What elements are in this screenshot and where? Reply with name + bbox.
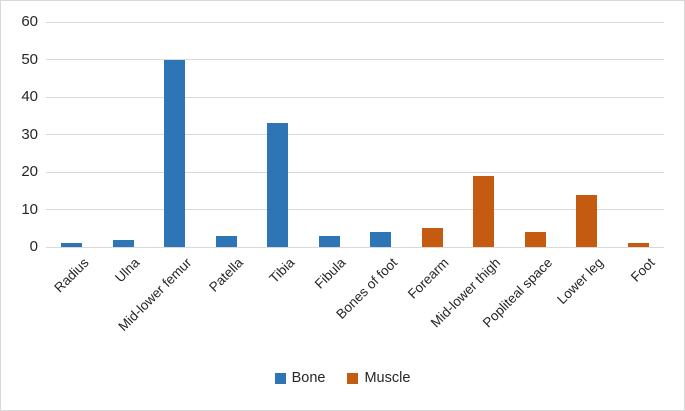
legend-item-bone: Bone [274,370,326,386]
gridline-y40 [46,96,664,98]
legend-swatch-icon [347,372,359,384]
y-tick-label-60: 60 [21,13,38,30]
bar-muscle-forearm [421,228,443,247]
plot-area [46,21,664,248]
gridline-y20 [46,171,664,173]
bar-muscle-lower-leg [576,194,598,247]
bar-muscle-mid-lower-thigh [473,175,495,247]
legend-item-muscle: Muscle [347,370,410,386]
x-category-label-tibia: Tibia [266,255,298,286]
bar-bone-patella [215,235,237,247]
bar-muscle-foot [627,243,649,247]
bar-muscle-popliteal-space [524,232,546,247]
gridline-y50 [46,59,664,60]
y-tick-label-20: 20 [21,163,38,180]
y-tick-label-10: 10 [21,200,38,218]
x-category-label-foot: Foot [628,255,658,285]
x-category-label-lower-leg: Lower leg [554,255,607,308]
y-tick-label-50: 50 [21,50,38,68]
x-category-label-ulna: Ulna [112,255,143,286]
bar-bone-ulna [112,239,134,247]
legend-label: Bone [291,370,326,386]
x-category-label-patella: Patella [206,255,246,295]
bar-bone-tibia [267,123,289,247]
legend-swatch-icon [274,372,286,384]
legend-label: Muscle [364,370,411,386]
bar-bone-mid-lower-femur [164,59,186,247]
gridline-y60 [46,21,664,23]
x-category-label-forearm: Forearm [405,255,452,302]
y-tick-label-40: 40 [21,88,38,105]
gridline-y0 [46,246,664,248]
x-category-label-fibula: Fibula [312,255,349,292]
chart-legend: Bone Muscle [1,370,684,386]
bar-bone-radius [61,243,83,247]
x-category-label-radius: Radius [51,255,92,296]
y-tick-label-30: 30 [21,125,38,143]
bar-bone-fibula [318,235,340,247]
gridline-y30 [46,134,664,135]
y-tick-label-0: 0 [29,238,38,255]
bar-bone-bones-of-foot [370,232,392,247]
gridline-y10 [46,209,664,210]
